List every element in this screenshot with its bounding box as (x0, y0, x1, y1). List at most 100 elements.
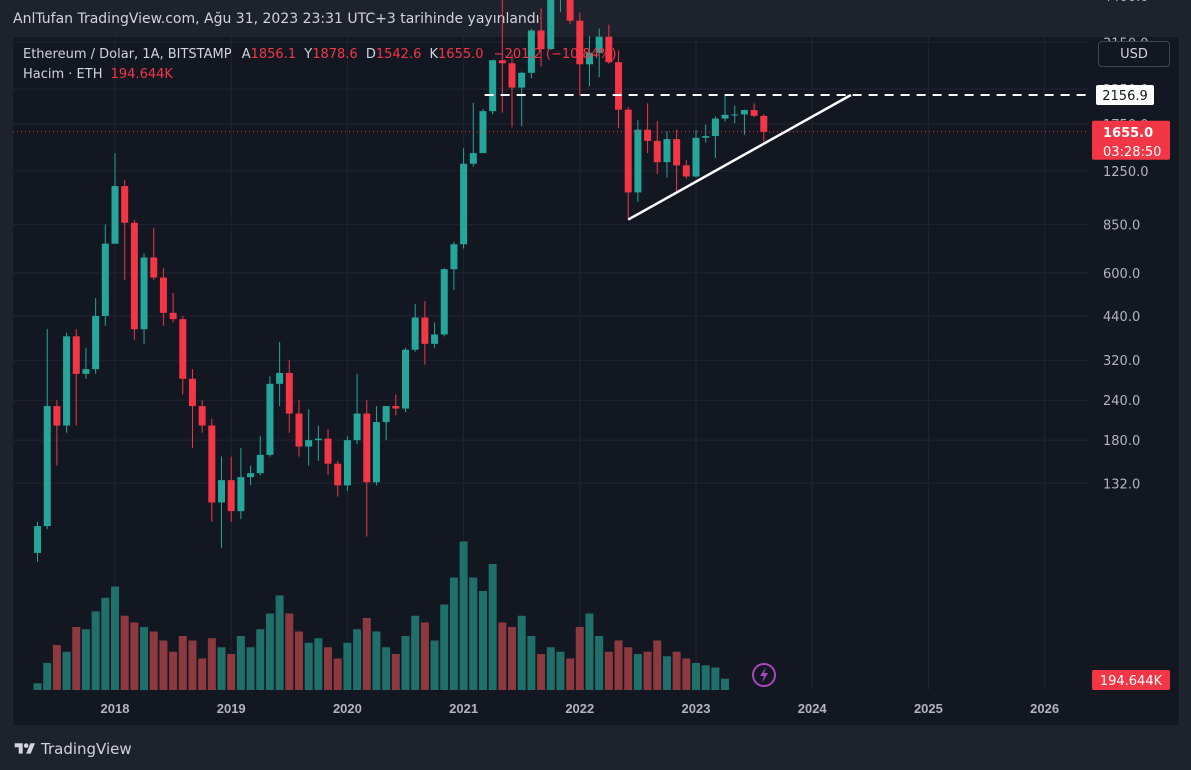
candle (559, 0, 561, 12)
x-tick-label: 2025 (914, 701, 943, 716)
candle-body (256, 454, 264, 474)
volume-bar (575, 627, 584, 690)
volume-bar (653, 640, 662, 690)
candle-body (585, 52, 593, 65)
candle-body (673, 139, 681, 166)
candle (130, 219, 138, 341)
candle-body (702, 136, 710, 138)
volume-bar (333, 658, 342, 690)
candle-body (372, 422, 380, 483)
change-value: −201.2 (−10.84%) (493, 47, 617, 62)
candle (653, 120, 661, 175)
volume-bar (120, 615, 129, 690)
candle-body (576, 20, 584, 65)
low-label: D (365, 47, 376, 62)
brand-name: TradingView (41, 740, 132, 758)
volume-label[interactable]: Hacim · ETH (23, 67, 103, 82)
volume-bar (275, 595, 284, 690)
volume-bar (585, 613, 594, 690)
candle (411, 303, 419, 352)
volume-bar (614, 640, 623, 690)
volume-bar (672, 651, 681, 690)
candle-body (644, 129, 652, 141)
candle (188, 369, 196, 449)
candle-body (247, 473, 255, 478)
high-value: 1878.6 (312, 47, 358, 62)
volume-bar (236, 636, 245, 690)
tradingview-logo-icon (14, 743, 35, 754)
volume-bar (188, 640, 197, 690)
candle-body (208, 425, 216, 503)
volume-bar (149, 631, 158, 690)
volume-bar (362, 618, 371, 690)
candle-body (276, 372, 284, 384)
publish-info: AnlTufan TradingView.com, Ağu 31, 2023 2… (13, 11, 540, 27)
y-tick-label: 240.0 (1103, 394, 1140, 409)
candle-body (663, 139, 671, 163)
x-tick-label: 2024 (798, 701, 828, 716)
volume-bar (159, 640, 168, 690)
candle-body (92, 315, 100, 370)
volume-bar (62, 651, 71, 690)
candle-body (43, 406, 51, 527)
candle (276, 341, 284, 407)
volume-bar (391, 654, 400, 690)
candle (247, 465, 255, 486)
volume-bar (324, 647, 333, 690)
candle (150, 227, 158, 280)
hline-price-tag (1096, 84, 1154, 105)
candle-body (605, 36, 613, 63)
candle (605, 24, 613, 64)
candle (382, 406, 390, 441)
volume-bar (217, 647, 226, 690)
volume-bar (527, 636, 536, 690)
candle-body (692, 137, 700, 177)
volume-bar (372, 631, 381, 690)
candle-body (760, 115, 768, 132)
volume-bar (624, 647, 633, 690)
candle (266, 376, 274, 457)
candle-body (101, 243, 109, 316)
candle (140, 253, 148, 344)
candle-body (489, 60, 497, 112)
support-trendline (627, 93, 852, 221)
candle (634, 120, 642, 202)
candle (402, 347, 409, 413)
volume-bar (459, 541, 468, 690)
volume-bar (692, 663, 700, 690)
lightning-icon[interactable] (752, 663, 776, 687)
candle-body (169, 312, 177, 320)
candle (92, 298, 100, 374)
candle-body (392, 406, 400, 409)
candle (527, 28, 535, 79)
candle-body (130, 222, 138, 330)
volume-bar (246, 647, 255, 690)
tradingview-brand[interactable]: TradingView (13, 738, 132, 760)
volume-bar (401, 636, 410, 690)
volume-bar (265, 613, 274, 690)
symbol-title[interactable]: Ethereum / Dolar, 1A, BITSTAMP (23, 47, 232, 62)
volume-bar (72, 627, 81, 690)
x-tick-label: 2020 (333, 701, 362, 716)
candle (547, 0, 555, 51)
candle-body (653, 140, 661, 163)
volume-bar (207, 638, 216, 690)
volume-bar (517, 615, 526, 690)
candle-body (566, 0, 574, 21)
candle-body (527, 30, 535, 73)
currency-button[interactable]: USD (1098, 41, 1170, 67)
candle-body (218, 480, 226, 503)
candle-body (547, 0, 555, 50)
open-value: 1856.1 (250, 47, 297, 62)
candle (314, 425, 322, 461)
chart-area[interactable] (13, 37, 1179, 725)
candle (63, 332, 71, 433)
last-price-tag (1092, 120, 1170, 160)
candle-body (159, 277, 167, 313)
candle (392, 394, 400, 416)
candle (585, 36, 593, 87)
candle (101, 224, 109, 326)
candle (363, 400, 371, 537)
candle (682, 160, 690, 179)
